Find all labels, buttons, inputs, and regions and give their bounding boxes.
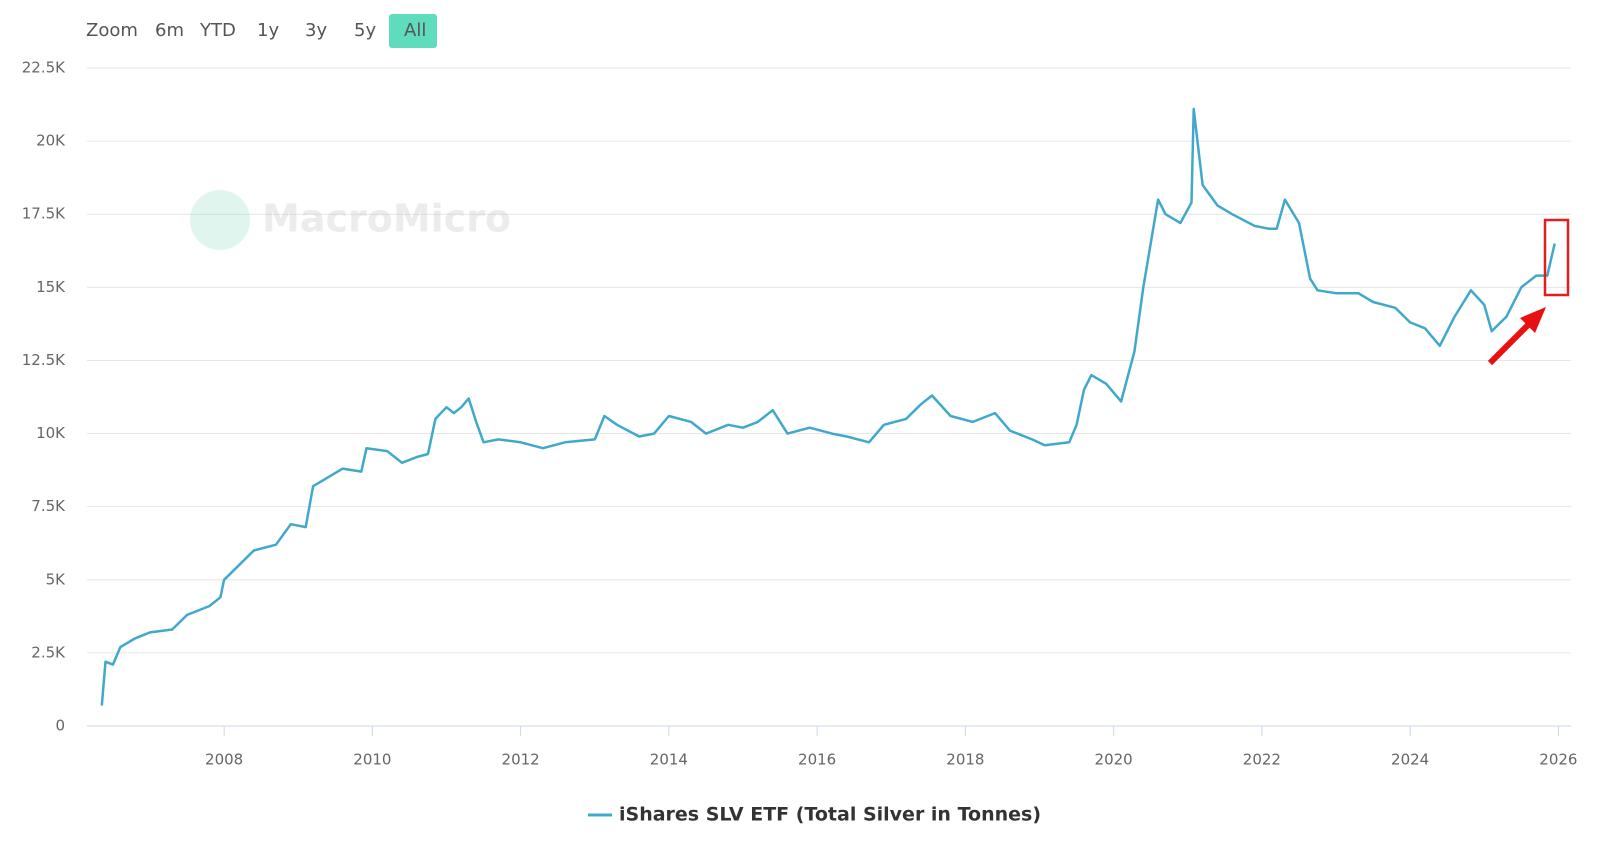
y-tick-label: 17.5K xyxy=(22,205,66,223)
x-tick-label: 2020 xyxy=(1095,751,1133,769)
arrow-head xyxy=(1520,307,1546,333)
y-tick-label: 12.5K xyxy=(22,351,66,369)
x-tick-label: 2008 xyxy=(205,751,243,769)
x-tick-label: 2014 xyxy=(650,751,688,769)
range-button[interactable]: 6m xyxy=(155,20,184,41)
y-tick-label: 0 xyxy=(55,717,65,735)
line-series xyxy=(100,107,1556,706)
y-tick-label: 20K xyxy=(36,132,66,150)
range-button[interactable]: YTD xyxy=(199,20,236,41)
watermark-logo xyxy=(190,190,250,250)
x-tick-label: 2026 xyxy=(1539,751,1577,769)
range-button[interactable]: 3y xyxy=(305,20,327,41)
zoom-label: Zoom xyxy=(86,20,138,41)
legend-label[interactable]: iShares SLV ETF (Total Silver in Tonnes) xyxy=(619,804,1041,826)
x-tick-label: 2010 xyxy=(353,751,391,769)
y-tick-label: 5K xyxy=(46,570,67,588)
arrow-shaft xyxy=(1487,318,1535,366)
y-tick-label: 7.5K xyxy=(31,497,66,515)
x-tick-label: 2024 xyxy=(1391,751,1429,769)
watermark-text: MacroMicro xyxy=(262,197,511,241)
watermark: MacroMicro xyxy=(190,190,511,250)
y-tick-label: 15K xyxy=(36,278,66,296)
x-tick-label: 2016 xyxy=(798,751,836,769)
x-tick-label: 2018 xyxy=(946,751,984,769)
y-tick-label: 22.5K xyxy=(22,59,66,77)
range-button[interactable]: 5y xyxy=(354,20,376,41)
plot: Zoom 6m YTD 1y 3y 5y All 0 2.5K 5K 7.5K 10K 12.5K 15K… xyxy=(22,14,1577,826)
y-tick-label: 10K xyxy=(36,424,66,442)
range-button[interactable]: 1y xyxy=(257,20,279,41)
y-tick-label: 2.5K xyxy=(31,643,66,661)
highlight-box xyxy=(1543,218,1570,297)
x-tick-label: 2022 xyxy=(1243,751,1281,769)
range-button[interactable]: All xyxy=(404,20,426,41)
range-button-bg xyxy=(389,14,437,48)
x-tick-label: 2012 xyxy=(502,751,540,769)
